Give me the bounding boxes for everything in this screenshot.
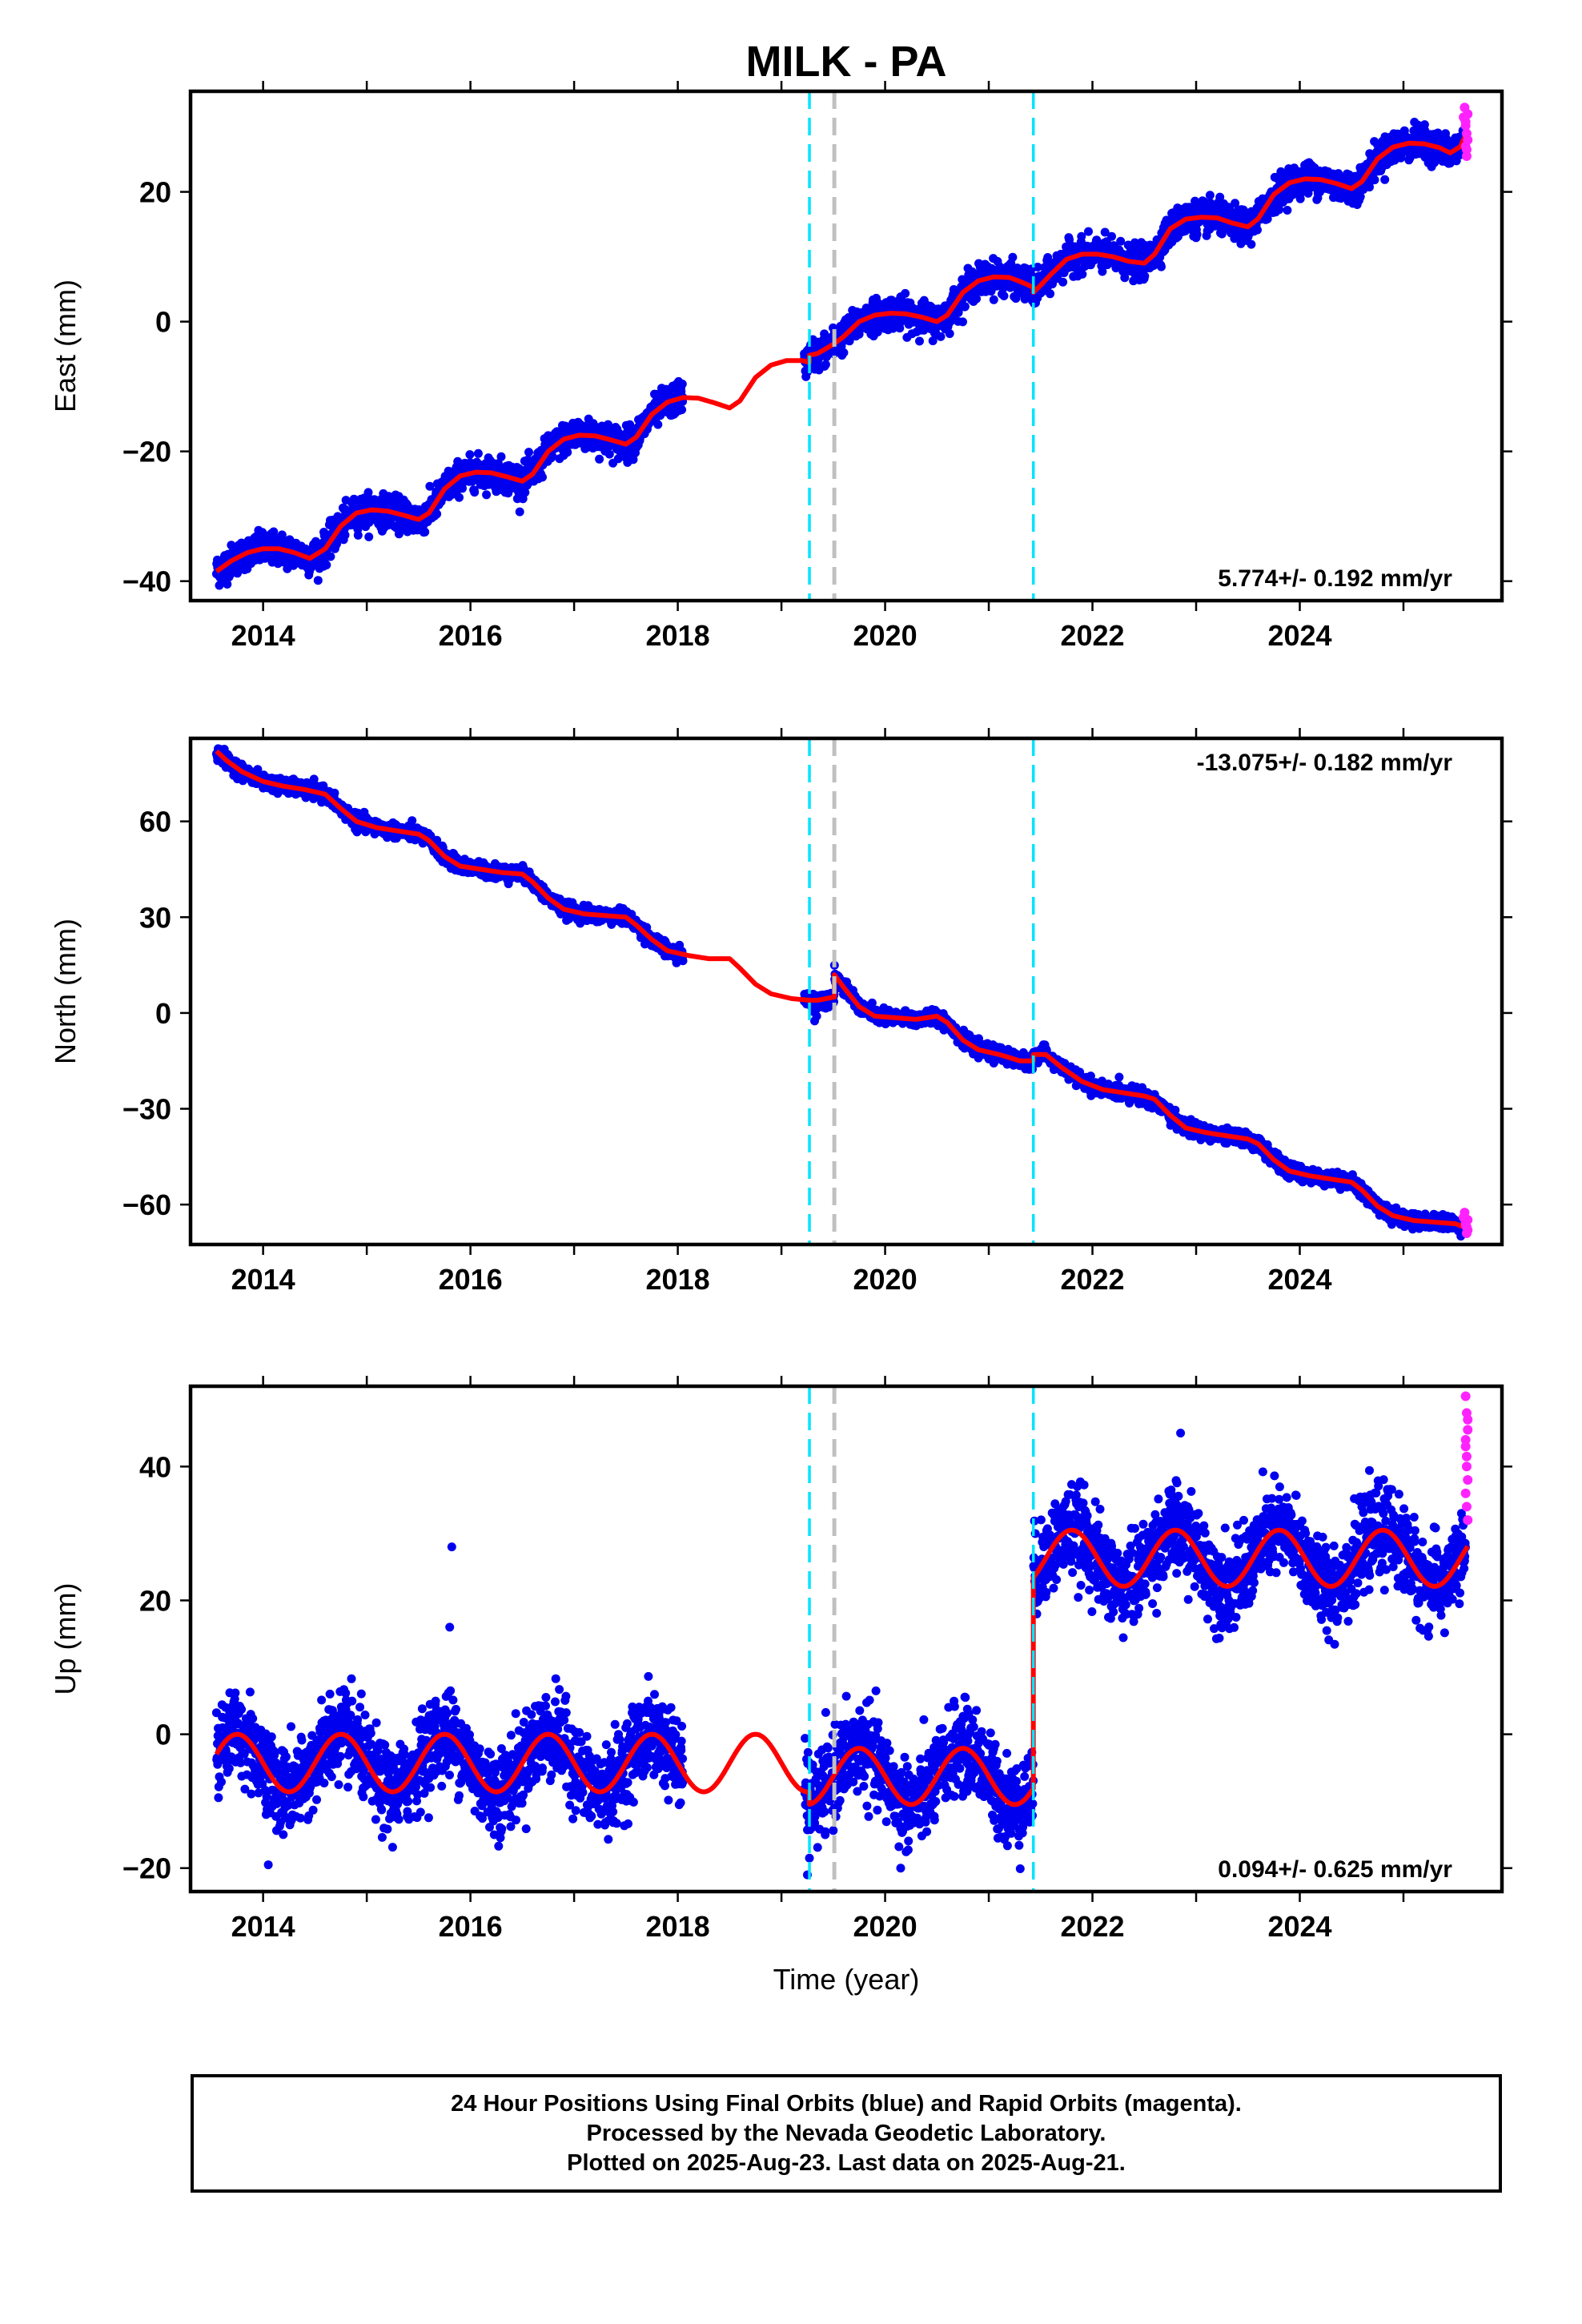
data-point [901, 288, 910, 298]
data-point [1247, 239, 1256, 249]
data-point [548, 452, 557, 461]
data-point [455, 493, 464, 502]
data-point [563, 448, 572, 457]
y-tick-label: −40 [122, 565, 171, 598]
data-point [322, 561, 331, 569]
data-point [1205, 191, 1215, 200]
data-point [1046, 289, 1055, 299]
data-point [340, 530, 350, 540]
x-tick-label: 2024 [1267, 619, 1331, 652]
panel-north: 2014 2016 2018 2020 2022 2024−60−3003060North… [49, 728, 1512, 1296]
data-point [223, 580, 232, 589]
data-point [520, 488, 530, 497]
data-point [215, 581, 224, 590]
data-point [604, 449, 614, 459]
data-point [363, 488, 373, 497]
data-point [364, 532, 374, 541]
data-point [420, 527, 430, 537]
x-tick-label: 2014 [231, 619, 295, 652]
data-point [972, 294, 982, 304]
data-point [1107, 231, 1116, 241]
plot-area [211, 738, 1473, 1244]
data-point [524, 448, 533, 457]
data-point [496, 452, 506, 461]
data-point [432, 509, 442, 519]
data-point [1140, 271, 1150, 281]
x-tick-label: 2020 [853, 619, 917, 652]
data-point [1008, 252, 1018, 262]
data-point [515, 507, 524, 517]
x-tick-label: 2016 [439, 619, 503, 652]
y-tick-label: −20 [122, 436, 171, 468]
data-point [408, 816, 417, 826]
data-point [677, 405, 687, 415]
data-point [313, 576, 323, 585]
data-point [936, 332, 946, 341]
data-point [465, 450, 475, 460]
data-point [595, 454, 604, 464]
data-point [628, 455, 638, 464]
data-point [1058, 277, 1068, 287]
data-point [482, 490, 492, 500]
data-point [473, 448, 483, 458]
data-point [1157, 262, 1166, 271]
data-point [677, 380, 687, 388]
y-axis-label: East (mm) [49, 279, 82, 412]
data-point [1370, 175, 1379, 185]
data-point [1084, 227, 1093, 236]
data-point [470, 488, 480, 497]
data-point [945, 329, 954, 339]
data-point [1033, 263, 1042, 271]
data-point [958, 317, 967, 327]
data-point [653, 420, 663, 429]
data-point [1365, 183, 1374, 192]
data-point [839, 348, 849, 357]
velocity-rate-label: 5.774+/- 0.192 mm/yr [1218, 565, 1452, 592]
data-point [383, 492, 393, 501]
data-point [326, 552, 335, 561]
data-point [425, 481, 435, 491]
panel-east: 2014 2016 2018 2020 2022 2024 −40 −20 0 20 East (m… [49, 81, 1512, 652]
data-point [330, 788, 339, 798]
data-point [353, 530, 363, 540]
x-tick-label: 2022 [1060, 619, 1124, 652]
data-point [821, 360, 830, 369]
data-point [538, 472, 547, 482]
x-tick-label: 2018 [646, 619, 710, 652]
data-point [1116, 236, 1126, 246]
chart-title: MILK - PA [746, 38, 947, 86]
data-point [989, 295, 998, 304]
data-point [1043, 253, 1053, 262]
data-point [960, 302, 970, 312]
rapid-point [1460, 117, 1471, 127]
y-tick-label: 20 [139, 176, 171, 209]
data-point [1078, 269, 1087, 279]
y-tick-label: 0 [155, 306, 171, 339]
data-point [1283, 206, 1292, 215]
data-point [915, 336, 924, 346]
rapid-point [1461, 144, 1472, 155]
plot-area [211, 91, 1473, 601]
data-point [1253, 225, 1262, 235]
data-point [1380, 175, 1390, 184]
data-point [999, 292, 1009, 300]
data-point [1192, 230, 1202, 239]
